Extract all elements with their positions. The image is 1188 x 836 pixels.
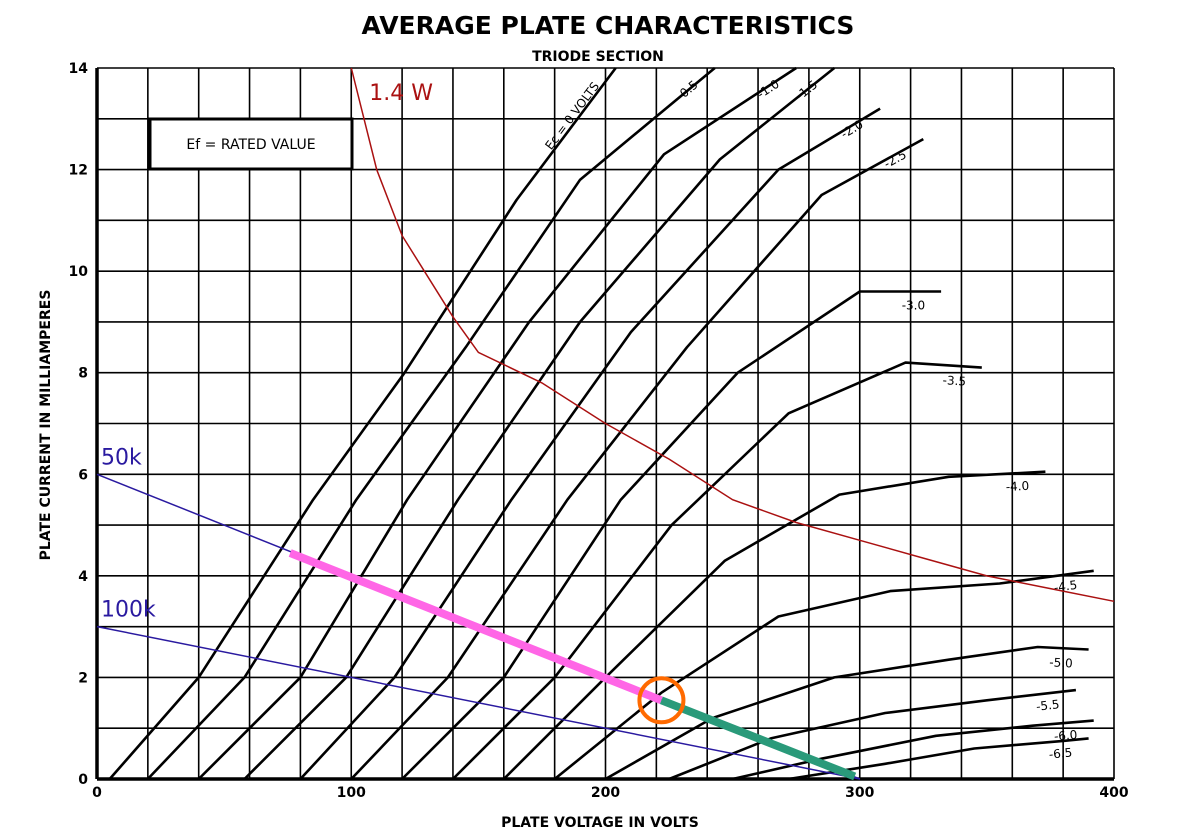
grid-curves (108, 66, 1094, 781)
y-tick-label: 12 (69, 163, 88, 179)
y-tick-label: 10 (69, 264, 89, 280)
labels: Ec = 0 VOLTS -0.5 -1.0 -1.5-2.0-2.5-3.0-3.5… (101, 77, 1078, 762)
bias-curve (299, 107, 881, 780)
bias-curve-label: -6.5 (1048, 745, 1073, 761)
overlay-line-label: 100k (101, 598, 156, 623)
y-tick-label: 2 (78, 670, 88, 686)
annotation-box (148, 117, 354, 171)
y-tick-label: 6 (78, 467, 88, 483)
bias-curve (108, 67, 617, 780)
bias-curve-label: -4.0 (1005, 479, 1029, 494)
overlay-series (96, 67, 1115, 781)
bias-curve-label: -3.5 (942, 373, 966, 389)
y-tick-label: 14 (69, 61, 89, 77)
x-axis-label: PLATE VOLTAGE IN VOLTS (501, 815, 699, 831)
annotation-box-label: Ef = RATED VALUE (186, 137, 315, 153)
y-axis-label: PLATE CURRENT IN MILLIAMPERES (38, 290, 54, 561)
y-tick-label: 4 (78, 569, 88, 585)
chart-title: AVERAGE PLATE CHARACTERISTICS (362, 11, 855, 40)
bias-curve-label: -6.0 (1053, 728, 1078, 744)
bias-curve (502, 470, 1046, 780)
bias-curve-label: -2.5 (881, 147, 908, 171)
bias-curve (146, 66, 716, 780)
bias-curve-label: -3.0 (902, 298, 925, 312)
overlay-line (350, 67, 1115, 603)
bias-curve (788, 737, 1089, 781)
bias-curve (197, 66, 797, 780)
bias-curve (604, 645, 1089, 781)
bias-curve-label: -4.5 (1053, 578, 1078, 595)
bias-curve (350, 137, 924, 780)
y-tick-label: 0 (78, 772, 88, 788)
bias-curve (401, 290, 942, 780)
operating-point-marker (637, 676, 686, 725)
x-tick-label: 100 (337, 785, 366, 801)
grid (96, 67, 1115, 780)
x-tick-label: 400 (1099, 785, 1128, 801)
bias-curve-label: -5.5 (1035, 697, 1060, 714)
overlay-line-label: 50k (101, 445, 142, 470)
highlight-segment (659, 696, 857, 781)
x-tick-label: 200 (591, 785, 620, 801)
bias-curve (243, 66, 836, 780)
bias-curve-label: Ec = 0 VOLTS (542, 79, 602, 152)
overlay-line (96, 625, 860, 780)
bias-curve (668, 688, 1077, 781)
overlay-line-label: 1.4 W (369, 81, 433, 106)
bias-curve (451, 361, 982, 780)
y-tick-label: 8 (78, 366, 88, 382)
chart-subtitle: TRIODE SECTION (532, 49, 664, 65)
bias-curve-label: -5.0 (1049, 655, 1073, 670)
axes: 0 100 200 300 400 0 2 4 6 8 10 12 14 (69, 61, 1129, 801)
x-tick-label: 0 (92, 785, 102, 801)
highlight-segment (288, 549, 663, 705)
x-tick-label: 300 (845, 785, 874, 801)
